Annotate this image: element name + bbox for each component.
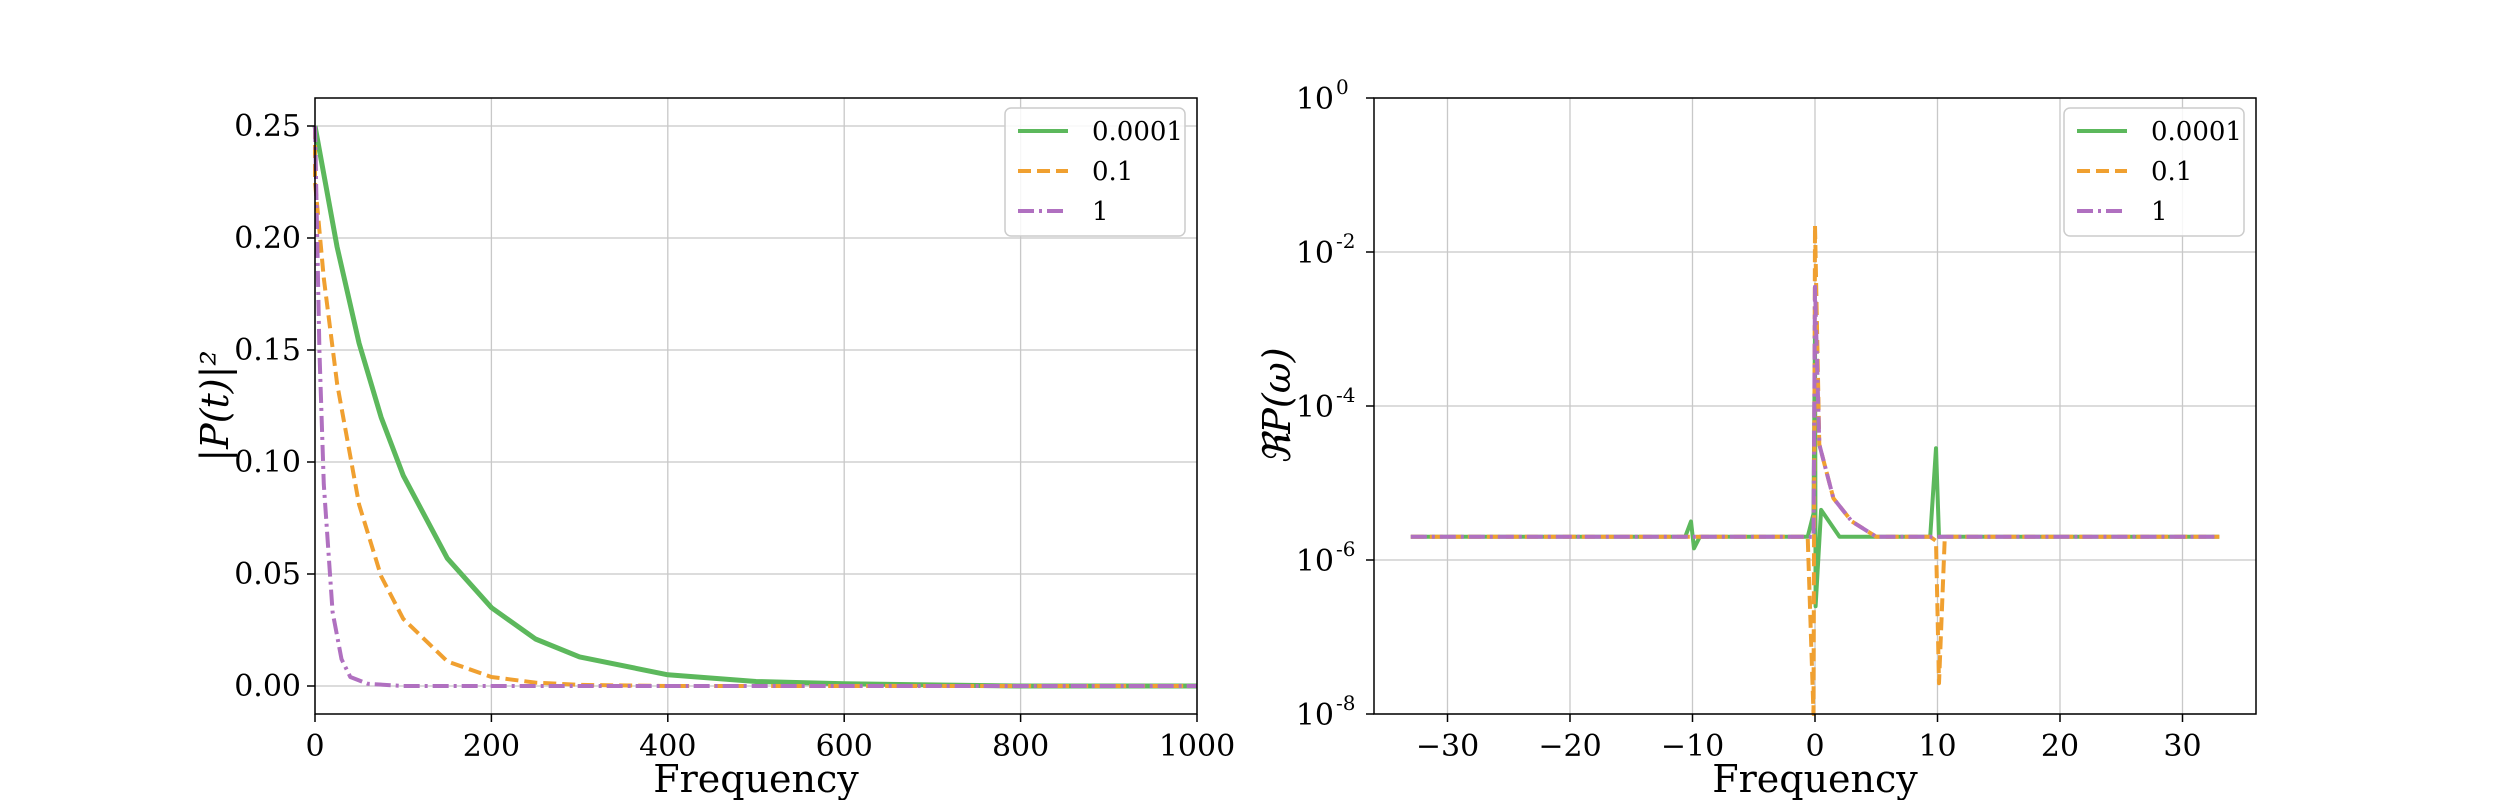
right-x-tick-label: −10 <box>1661 729 1724 764</box>
right-x-tick-label: 0 <box>1805 729 1824 764</box>
right-legend-label-0001: 0.0001 <box>2151 117 2242 147</box>
left-legend-box <box>1004 107 1186 237</box>
right-x-tick-label: −30 <box>1416 729 1479 764</box>
right-series-line-1 <box>1410 284 2220 539</box>
right-y-tick-exponent: -6 <box>1336 537 1355 561</box>
right-chart-x-axis-label: Frequency <box>1712 757 1918 800</box>
right-chart-series <box>1410 223 2220 716</box>
left-x-tick-label: 0 <box>305 729 324 764</box>
right-legend-label-1: 1 <box>2151 197 2168 227</box>
left-y-tick-label: 0.05 <box>234 557 301 592</box>
right-legend-label-01: 0.1 <box>2151 157 2192 187</box>
left-chart-x-axis-label: Frequency <box>653 757 859 800</box>
left-y-tick-label: 0.00 <box>234 669 301 704</box>
left-y-tick-label: 0.15 <box>234 333 301 368</box>
right-y-tick-label: 10 <box>1296 236 1334 271</box>
right-y-tick-label: 10 <box>1296 82 1334 117</box>
right-y-tick-exponent: -2 <box>1336 229 1355 253</box>
left-chart-ticks: 0 200 400 600 800 1000 0.00 0.05 0.10 0.15 0.20 0.2… <box>234 109 1235 764</box>
left-chart-legend: 0.0001 0.1 1 <box>1004 107 1186 237</box>
left-y-tick-label: 0.20 <box>234 221 301 256</box>
left-y-tick-label: 0.25 <box>234 109 301 144</box>
right-x-tick-label: 10 <box>1918 729 1956 764</box>
left-chart-panel: 0 200 400 600 800 1000 0.00 0.05 0.10 0.15 0.20 0.2… <box>193 97 1235 800</box>
right-y-tick-exponent: -8 <box>1336 691 1355 715</box>
left-chart-series <box>312 125 1197 689</box>
left-legend-label-01: 0.1 <box>1092 157 1133 187</box>
left-chart-y-axis-label: |P(t)|² <box>193 350 237 461</box>
right-chart-y-axis-label: ℜP(ω) <box>1255 347 1299 464</box>
left-x-tick-label: 200 <box>463 729 520 764</box>
right-x-tick-label: 30 <box>2163 729 2201 764</box>
left-x-tick-label: 1000 <box>1159 729 1235 764</box>
left-chart-axes-frame <box>314 97 1198 715</box>
left-x-tick-label: 800 <box>992 729 1049 764</box>
left-series-line-1 <box>313 125 1197 688</box>
left-series-line-0.0001 <box>312 125 1197 689</box>
right-y-tick-label: 10 <box>1296 544 1334 579</box>
right-y-tick-label: 10 <box>1296 698 1334 733</box>
left-y-tick-label: 0.10 <box>234 445 301 480</box>
left-legend-label-1: 1 <box>1092 197 1109 227</box>
right-legend-box <box>2063 107 2245 237</box>
right-y-tick-label: 10 <box>1296 390 1334 425</box>
left-legend-label-0001: 0.0001 <box>1092 117 1183 147</box>
right-x-tick-label: 20 <box>2041 729 2079 764</box>
left-series-line-0.1 <box>313 126 1197 688</box>
right-y-tick-exponent: 0 <box>1336 75 1349 99</box>
right-x-tick-label: −20 <box>1538 729 1601 764</box>
right-chart-legend: 0.0001 0.1 1 <box>2063 107 2245 237</box>
left-x-tick-label: 400 <box>639 729 696 764</box>
right-y-tick-exponent: -4 <box>1336 383 1355 407</box>
left-x-tick-label: 600 <box>816 729 873 764</box>
